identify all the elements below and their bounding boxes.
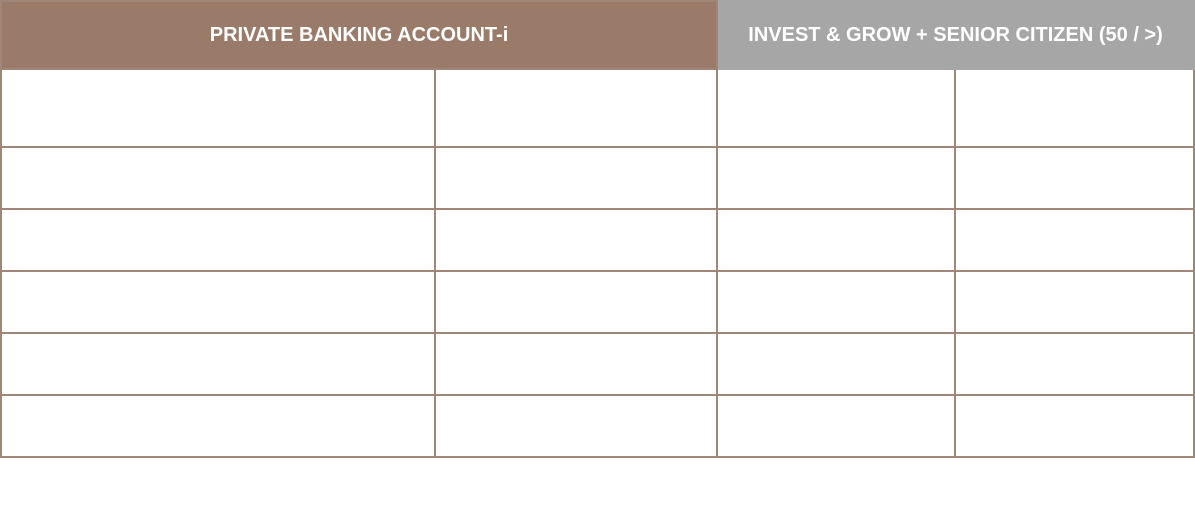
table-cell (0, 270, 436, 334)
table-cell (716, 208, 957, 272)
table-cell (433, 68, 719, 148)
table-cell (433, 146, 719, 210)
table-cell (954, 394, 1195, 458)
comparison-table: PRIVATE BANKING ACCOUNT-i INVEST & GROW … (0, 0, 1195, 458)
comparison-table-container: PRIVATE BANKING ACCOUNT-i INVEST & GROW … (0, 0, 1195, 458)
table-cell (954, 332, 1195, 396)
table-row (0, 68, 1195, 148)
table-cell (433, 394, 719, 458)
table-cell (716, 332, 957, 396)
table-row (0, 208, 1195, 272)
table-cell (433, 332, 719, 396)
table-row (0, 394, 1195, 458)
table-cell (0, 394, 436, 458)
table-cell (716, 270, 957, 334)
table-cell (433, 270, 719, 334)
table-row (0, 332, 1195, 396)
table-cell (0, 68, 436, 148)
table-cell (716, 146, 957, 210)
table-cell (0, 208, 436, 272)
table-cell (716, 68, 957, 148)
table-cell (954, 146, 1195, 210)
table-cell (0, 146, 436, 210)
table-row (0, 146, 1195, 210)
table-cell (954, 270, 1195, 334)
table-cell (433, 208, 719, 272)
table-row (0, 270, 1195, 334)
header-invest-grow-senior-citizen: INVEST & GROW + SENIOR CITIZEN (50 / >) (716, 0, 1195, 70)
table-cell (954, 68, 1195, 148)
header-private-banking-account: PRIVATE BANKING ACCOUNT-i (0, 0, 719, 70)
table-header-row: PRIVATE BANKING ACCOUNT-i INVEST & GROW … (0, 0, 1195, 70)
table-cell (716, 394, 957, 458)
table-cell (0, 332, 436, 396)
table-cell (954, 208, 1195, 272)
